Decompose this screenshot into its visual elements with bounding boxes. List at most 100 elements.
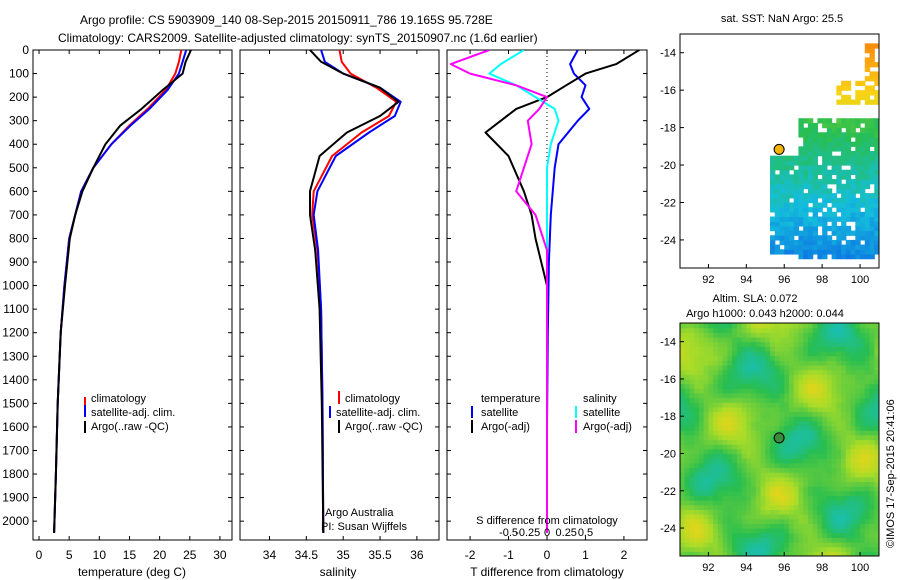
heatmap-cell [812,174,819,180]
heatmap-cell [860,476,866,483]
heatmap-cell [713,397,719,403]
heatmap-cell [779,476,785,483]
heatmap-cell [793,444,800,450]
heatmap-cell [698,369,705,375]
heatmap-cell [751,374,757,380]
heatmap-cell [817,402,823,408]
heatmap-cell [774,230,781,236]
legend-label-climatology: climatology [91,393,147,405]
heatmap-cell [807,323,814,329]
heatmap-cell [826,528,833,534]
heatmap-cell [826,249,833,255]
heatmap-cell [850,249,856,255]
y-tick-label: 1600 [2,420,29,434]
map-y-tick-label: -14 [660,48,676,60]
heatmap-cell [698,323,705,329]
heatmap-cell [869,383,875,389]
heatmap-cell [803,546,809,552]
heatmap-cell [732,481,738,487]
heatmap-cell [822,448,828,455]
heatmap-cell [779,378,785,385]
heatmap-cell [803,235,809,241]
heatmap-cell [807,332,814,338]
heatmap-cell [746,374,752,380]
heatmap-cell [713,388,719,394]
heatmap-cell [760,434,766,441]
heatmap-cell [732,406,738,413]
x-tick-label: 15 [123,548,137,562]
heatmap-cell [803,411,809,417]
heatmap-cell [817,416,823,422]
heatmap-cell [760,332,766,338]
heatmap-cell [732,537,738,543]
heatmap-cell [798,207,804,213]
heatmap-cell [845,193,852,199]
heatmap-cell [717,411,724,417]
heatmap-cell [717,458,724,464]
heatmap-cell [774,165,781,171]
heatmap-cell [713,364,719,371]
heatmap-cell [836,458,842,464]
heatmap-cell [788,416,795,422]
heatmap-cell [703,364,710,371]
heatmap-cell [793,239,800,246]
heatmap-cell [741,495,747,501]
heatmap-cell [864,122,871,129]
heatmap-cell [698,532,705,538]
heatmap-cell [803,193,809,199]
heatmap-cell [694,392,700,399]
heatmap-cell [864,179,871,185]
heatmap-cell [869,221,875,227]
heatmap-cell [727,500,733,506]
heatmap-cell [760,392,766,399]
heatmap-cell [864,476,871,483]
heatmap-cell [784,188,790,194]
heatmap-cell [874,528,879,534]
heatmap-cell [869,509,875,515]
heatmap-cell [774,486,781,492]
heatmap-cell [812,378,819,385]
heatmap-cell [798,462,804,469]
heatmap-cell [864,141,871,147]
heatmap-cell [727,476,733,483]
heatmap-cell [874,532,879,538]
heatmap-cell [803,360,809,366]
heatmap-cell [689,327,695,333]
heatmap-cell [765,444,771,450]
heatmap-cell [845,537,852,543]
heatmap-cell [855,467,861,473]
heatmap-cell [812,235,819,241]
heatmap-cell [713,444,719,450]
heatmap-cell [841,80,847,87]
heatmap-cell [770,388,776,394]
heatmap-cell [774,225,781,232]
heatmap-cell [732,495,738,501]
heatmap-cell [860,402,866,408]
map-y-tick-label: -20 [660,448,676,460]
heatmap-cell [793,416,800,422]
heatmap-cell [684,514,691,520]
heatmap-cell [717,523,724,529]
heatmap-cell [850,406,856,413]
heatmap-cell [698,453,705,459]
heatmap-cell [755,462,762,469]
heatmap-cell [841,155,847,161]
heatmap-cell [798,448,804,455]
heatmap-cell [788,341,795,347]
heatmap-cell [831,132,837,138]
heatmap-cell [874,136,879,143]
heatmap-cell [732,486,738,492]
heatmap-cell [736,458,743,464]
heatmap-cell [826,160,833,166]
heatmap-cell [845,80,852,87]
heatmap-cell [722,346,728,352]
heatmap-cell [779,462,785,469]
heatmap-cell [812,197,819,204]
heatmap-cell [746,532,752,538]
heatmap-cell [793,430,800,436]
heatmap-cell [869,378,875,385]
heatmap-cell [807,374,814,380]
heatmap-cell [874,537,879,543]
heatmap-cell [826,444,833,450]
heatmap-cell [798,416,804,422]
